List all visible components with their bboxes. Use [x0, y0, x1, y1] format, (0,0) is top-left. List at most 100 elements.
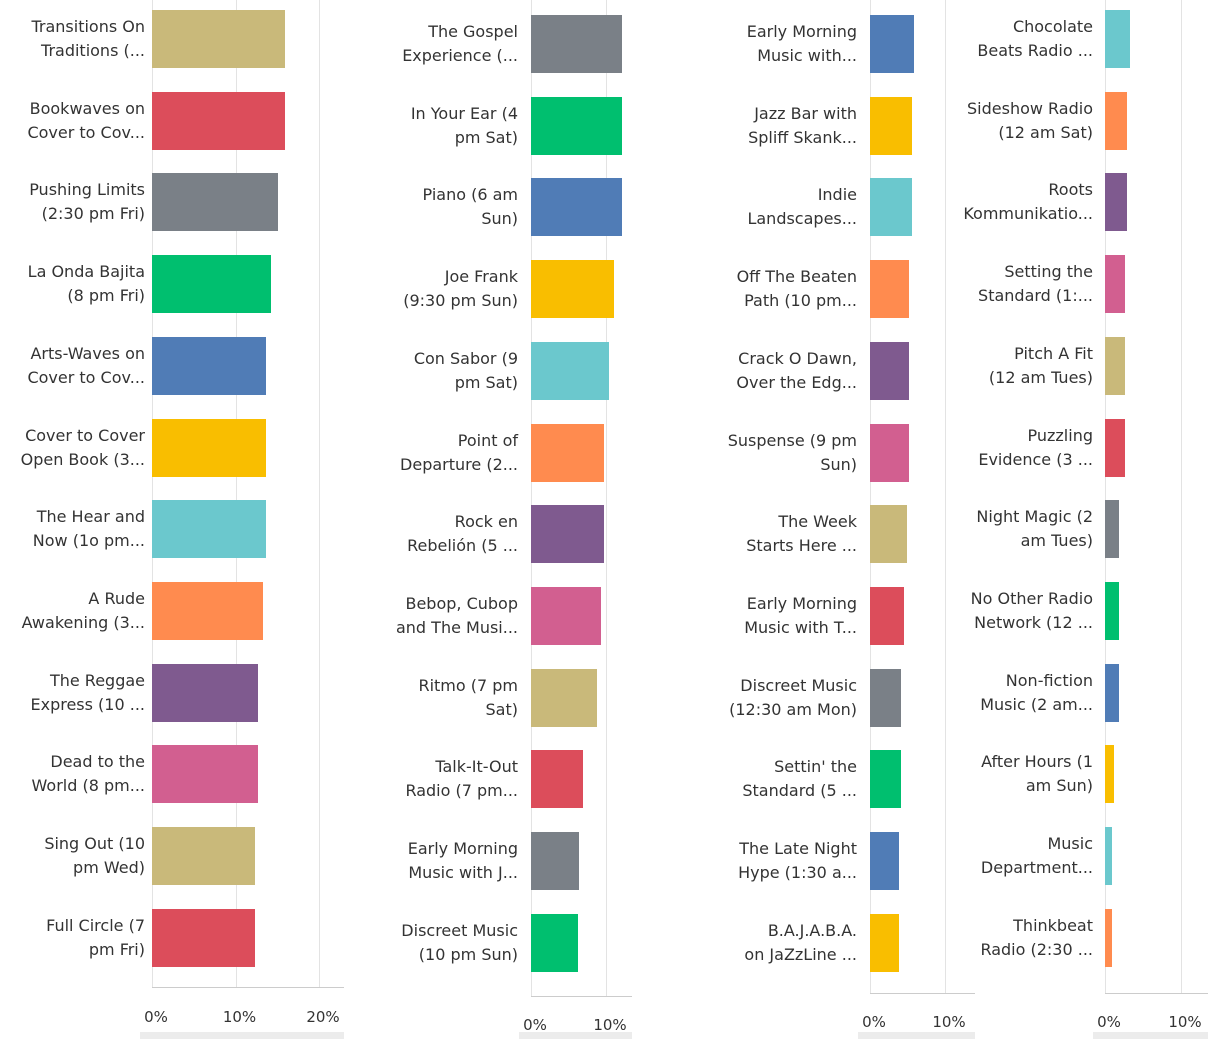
scrollbar — [140, 1032, 345, 1039]
category-label: Settin' the Standard (5 ... — [742, 757, 857, 801]
category-label: The Late Night Hype (1:30 a... — [738, 839, 857, 882]
x-tick-label: 10% — [222, 1008, 257, 1026]
category-label: The Gospel Experience (... — [402, 22, 518, 65]
grid-line — [1105, 0, 1106, 993]
category-label: Con Sabor (9 pm Sat) — [413, 348, 518, 392]
bar — [1105, 255, 1125, 314]
category-label: Rock en Rebelión (5 ... — [407, 512, 518, 556]
grid-line — [152, 0, 153, 987]
scrollbar — [858, 1032, 975, 1039]
bar — [531, 15, 622, 73]
bar — [870, 586, 904, 645]
bar — [152, 827, 255, 885]
grid-line — [870, 0, 871, 993]
category-label: Sing Out (10 pm Wed) — [44, 834, 145, 877]
bar — [870, 505, 907, 564]
bar — [1105, 500, 1119, 559]
bar — [870, 423, 909, 482]
bar — [531, 913, 579, 972]
x-tick-label: 0% — [1097, 1013, 1121, 1031]
category-label: The Reggae Express (10 ... — [30, 670, 145, 714]
category-label: Roots Kommunikatio... — [963, 180, 1093, 224]
category-label: Piano (6 am Sun) — [422, 185, 518, 229]
bar — [1105, 745, 1115, 804]
x-axis — [870, 993, 975, 994]
category-label: Full Circle (7 pm Fri) — [46, 915, 145, 959]
grid-line — [319, 0, 320, 987]
category-label: Dead to the World (8 pm... — [31, 752, 145, 796]
x-axis — [531, 996, 633, 997]
bar — [531, 750, 583, 809]
bar — [531, 341, 609, 400]
category-label: Night Magic (2 am Tues) — [976, 507, 1093, 551]
bar — [1105, 581, 1119, 640]
category-label: Bebop, Cubop and The Musi... — [395, 593, 518, 637]
category-label: Sideshow Radio (12 am Sat) — [967, 98, 1093, 142]
category-label: Cover to Cover Open Book (3... — [20, 425, 145, 469]
bar — [152, 173, 279, 232]
category-label: After Hours (1 am Sun) — [981, 752, 1093, 796]
category-label: Pitch A Fit (12 am Tues) — [988, 343, 1093, 387]
bar — [531, 505, 604, 564]
bar — [870, 15, 915, 73]
x-axis — [152, 987, 345, 988]
bar — [870, 913, 900, 972]
bar — [1105, 663, 1119, 722]
grid-line — [531, 0, 532, 996]
scrollbar — [519, 1032, 633, 1039]
x-tick-label: 0% — [144, 1008, 168, 1026]
x-axis — [1105, 993, 1208, 994]
category-label: The Hear and Now (1o pm... — [32, 507, 145, 551]
bar — [870, 668, 901, 727]
x-tick-label: 20% — [306, 1008, 340, 1026]
bar — [531, 96, 622, 155]
bar — [1105, 173, 1128, 232]
bar — [870, 96, 912, 155]
category-label: No Other Radio Network (12 ... — [970, 588, 1093, 632]
bar — [1105, 10, 1131, 68]
x-tick-label: 0% — [523, 1016, 547, 1034]
category-label: La Onda Bajita (8 pm Fri) — [27, 262, 145, 306]
category-label: Non-fiction Music (2 am... — [980, 670, 1093, 714]
category-label: A Rude Awakening (3... — [21, 588, 145, 632]
category-label: Arts-Waves on Cover to Cov... — [27, 343, 145, 387]
category-label: Jazz Bar with Spliff Skank... — [748, 103, 857, 147]
bar — [531, 178, 622, 237]
bar — [152, 500, 267, 559]
bar — [152, 336, 267, 395]
scrollbar — [1093, 1032, 1208, 1039]
grid-line — [235, 0, 237, 987]
bar — [870, 832, 900, 890]
category-label: Early Morning Music with J... — [407, 839, 518, 882]
category-label: B.A.J.A.B.A. on JaZzLine ... — [744, 920, 857, 964]
bar — [531, 832, 579, 890]
category-label: Indie Landscapes... — [747, 185, 857, 229]
category-label: In Your Ear (4 pm Sat) — [410, 103, 518, 147]
category-label: Thinkbeat Radio (2:30 ... — [980, 915, 1093, 959]
category-label: Ritmo (7 pm Sat) — [418, 675, 518, 719]
category-label: The Week Starts Here ... — [746, 512, 857, 556]
x-tick-label: 10% — [1168, 1013, 1202, 1031]
category-label: Suspense (9 pm Sun) — [727, 430, 857, 474]
x-tick-label: 10% — [593, 1016, 627, 1034]
bar — [152, 418, 267, 477]
category-label: Puzzling Evidence (3 ... — [978, 425, 1093, 469]
category-label: Joe Frank (9:30 pm Sun) — [403, 267, 518, 311]
bar — [870, 341, 909, 400]
bar — [1105, 418, 1125, 477]
bar — [152, 663, 259, 722]
bar — [152, 745, 259, 804]
category-label: Discreet Music (10 pm Sun) — [401, 920, 518, 964]
grid-line — [1181, 0, 1182, 993]
bar — [870, 178, 912, 237]
bar — [870, 750, 901, 809]
bar — [152, 91, 285, 150]
bar — [531, 586, 601, 645]
bar — [531, 260, 615, 319]
category-label: Early Morning Music with... — [746, 22, 857, 65]
category-label: Discreet Music (12:30 am Mon) — [729, 675, 857, 719]
category-label: Music Department... — [980, 834, 1093, 877]
x-tick-label: 0% — [862, 1013, 886, 1031]
category-label: Crack O Dawn, Over the Edg... — [736, 348, 857, 392]
